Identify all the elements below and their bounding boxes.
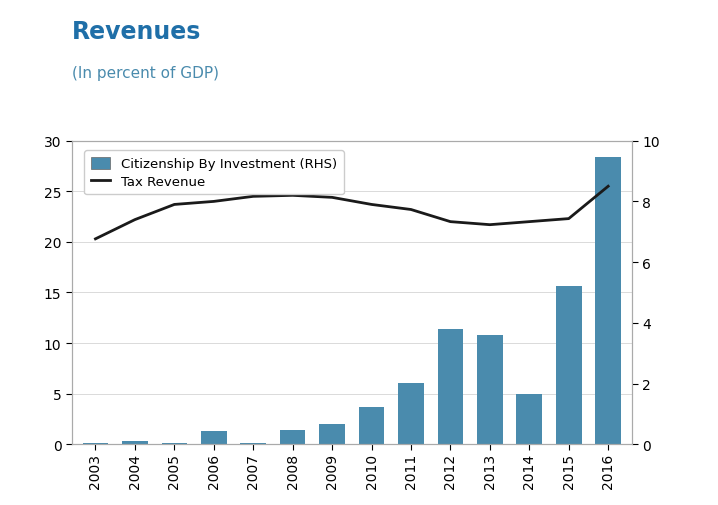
Bar [280,430,305,444]
Bar [437,329,463,444]
Bar [201,431,227,444]
Bar [320,424,345,444]
Bar [162,443,187,444]
Bar [477,335,503,444]
Bar [398,383,424,444]
Bar [83,443,108,444]
Text: Revenues: Revenues [72,20,201,44]
Text: (In percent of GDP): (In percent of GDP) [72,66,219,81]
Bar [359,407,384,444]
Bar [595,158,621,444]
Bar [241,443,266,444]
Legend: Citizenship By Investment (RHS), Tax Revenue: Citizenship By Investment (RHS), Tax Rev… [84,151,344,195]
Bar [516,394,542,444]
Bar [556,287,582,444]
Bar [122,441,148,444]
